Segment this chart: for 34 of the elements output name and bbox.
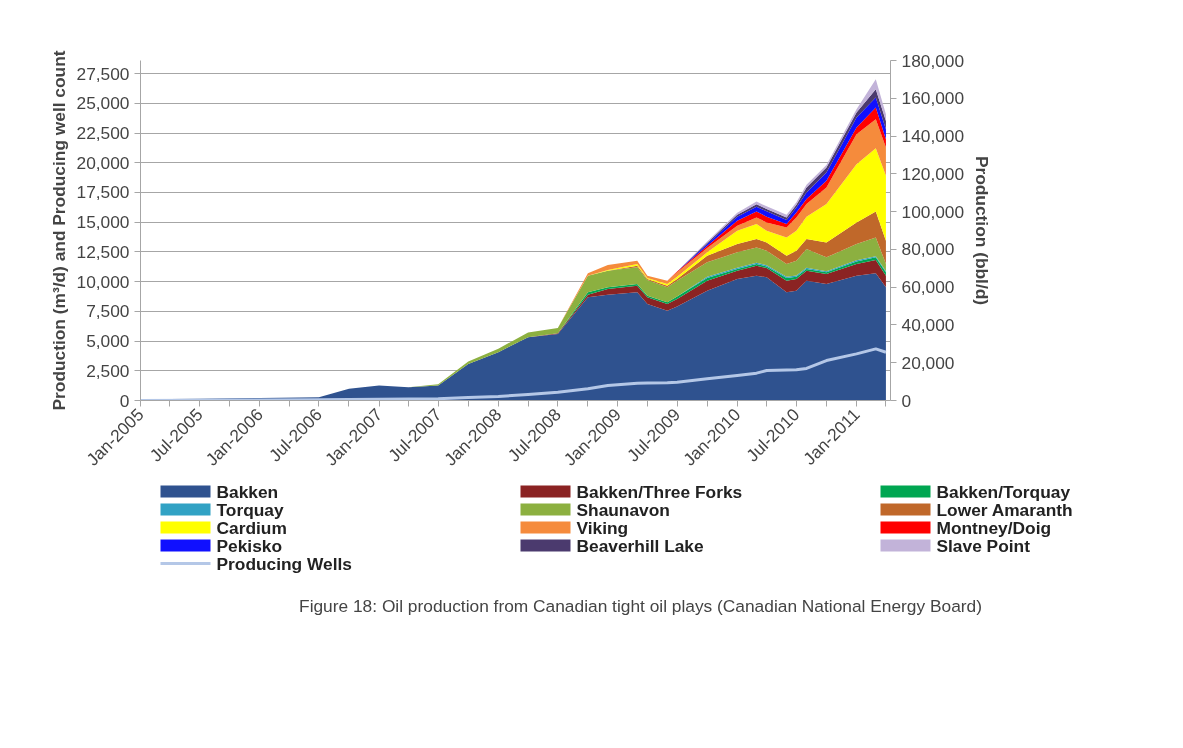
y-tick-label: 12,500 — [76, 241, 130, 262]
y2-tick-label: 140,000 — [901, 126, 965, 147]
y2-tick-label: 180,000 — [901, 50, 965, 71]
y2-tick-label: 160,000 — [901, 88, 965, 109]
y-axis-title: Production (m³/d) and Producing well count — [48, 50, 69, 411]
legend-label: Bakken — [216, 481, 279, 502]
y2-tick-label: 80,000 — [901, 239, 955, 260]
legend-label: Montney/Doig — [936, 517, 1052, 538]
legend-label: Pekisko — [216, 535, 283, 556]
legend-label: Viking — [576, 517, 629, 538]
y-tick-label: 15,000 — [76, 212, 130, 233]
y2-tick-label: 100,000 — [901, 201, 965, 222]
legend-label: Bakken/Three Forks — [576, 481, 743, 502]
y2-tick-label: 40,000 — [901, 314, 955, 335]
legend-label: Shaunavon — [576, 499, 670, 520]
legend-label: Bakken/Torquay — [936, 481, 1071, 502]
y-tick-label: 0 — [119, 390, 130, 411]
y-tick-label: 7,500 — [86, 301, 130, 322]
y2-axis-title: Production (bbl/d) — [972, 155, 993, 306]
y-tick-label: 2,500 — [86, 360, 130, 381]
caption: Figure 18: Oil production from Canadian tight oil plays (Canadian National Energy Board) — [299, 595, 982, 616]
y-tick-label: 10,000 — [76, 271, 130, 292]
y2-tick-label: 20,000 — [901, 352, 955, 373]
y-tick-label: 20,000 — [76, 152, 130, 173]
y-tick-label: 27,500 — [76, 63, 130, 84]
y-tick-label: 25,000 — [76, 93, 130, 114]
y-tick-label: 22,500 — [76, 123, 130, 144]
legend-label: Torquay — [216, 499, 284, 520]
y-tick-label: 5,000 — [86, 331, 130, 352]
y2-tick-label: 60,000 — [901, 277, 955, 298]
legend-label: Producing Wells — [216, 553, 352, 574]
y-tick-label: 17,500 — [76, 182, 130, 203]
y2-tick-label: 0 — [901, 390, 912, 411]
y2-tick-label: 120,000 — [901, 163, 965, 184]
